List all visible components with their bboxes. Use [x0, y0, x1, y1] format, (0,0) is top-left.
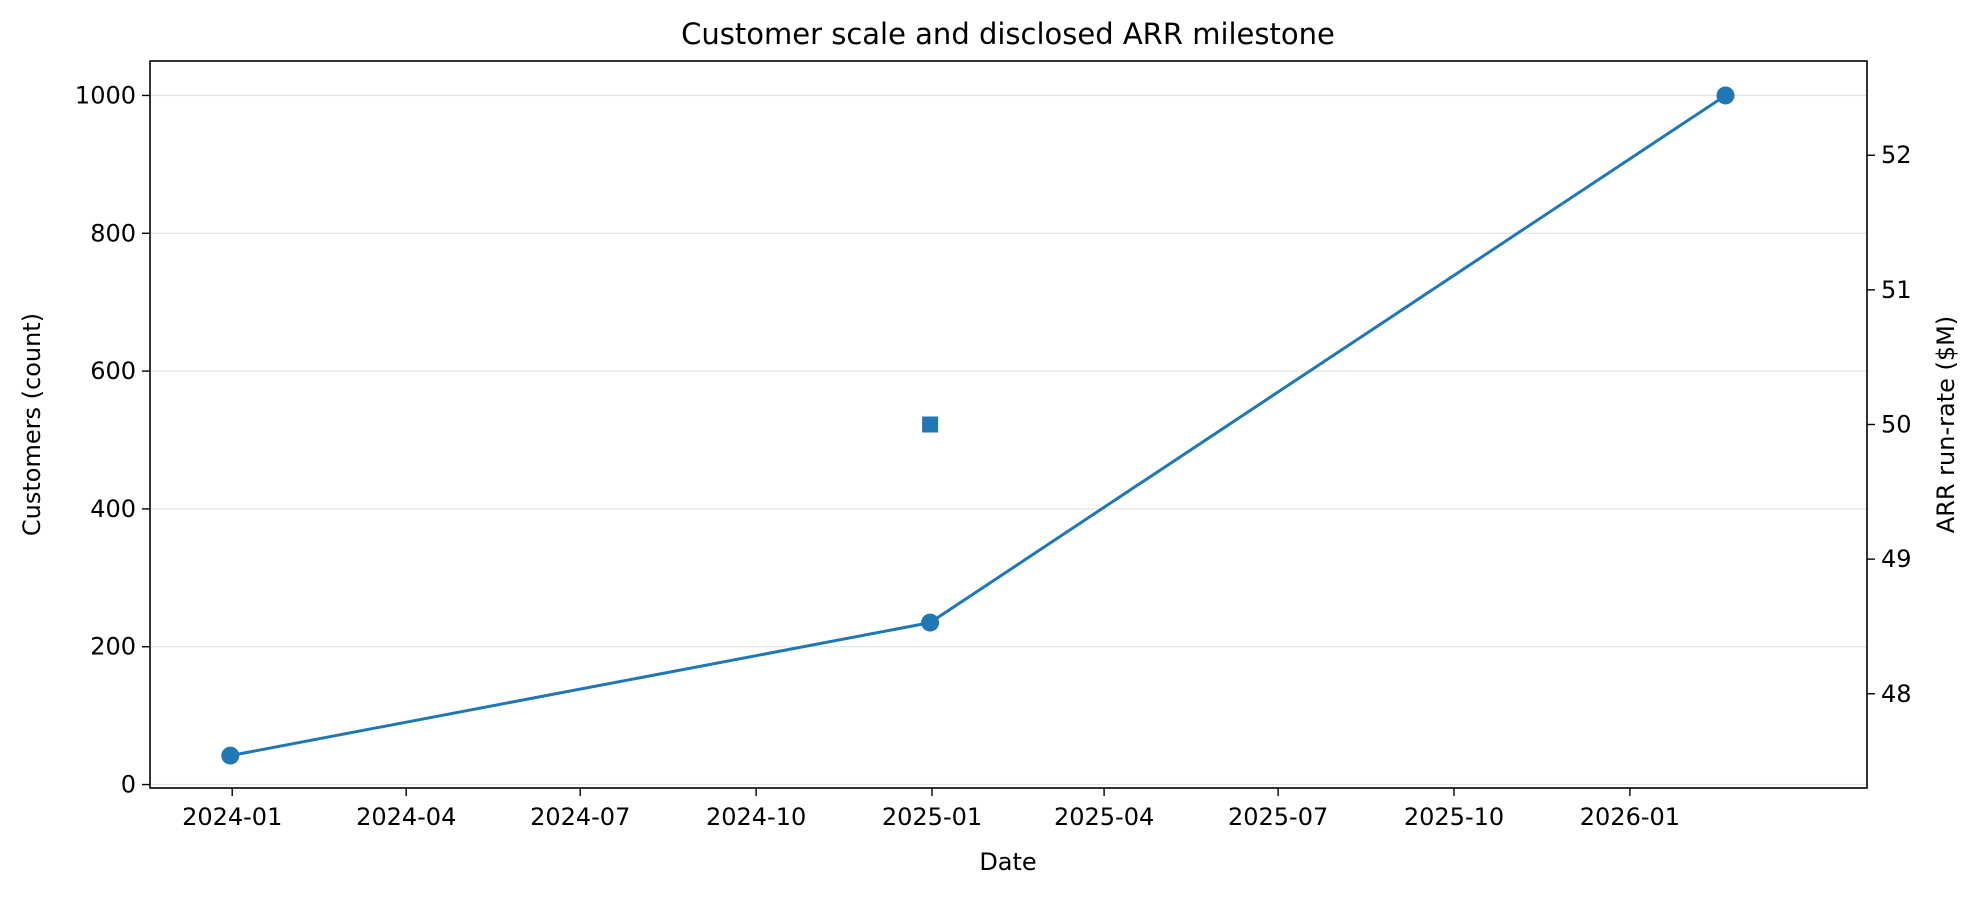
y-tick-label: 600 — [90, 357, 136, 385]
y-axis-right: 48 49 50 51 52 — [1867, 141, 1912, 708]
x-tick-label: 2024-07 — [530, 803, 630, 831]
x-tick-label: 2024-10 — [706, 803, 806, 831]
chart-title: Customer scale and disclosed ARR milesto… — [681, 17, 1335, 51]
x-tick-label: 2025-01 — [882, 803, 982, 831]
y-tick-label: 1000 — [75, 81, 136, 109]
y2-tick-label: 52 — [1881, 141, 1912, 169]
y2-tick-label: 48 — [1881, 680, 1912, 708]
y-tick-label: 400 — [90, 495, 136, 523]
y-tick-label: 0 — [121, 771, 136, 799]
x-axis: 2024-01 2024-04 2024-07 2024-10 2025-01 2025-… — [182, 788, 1680, 831]
x-tick-label: 2024-01 — [182, 803, 282, 831]
data-point — [921, 613, 940, 632]
x-tick-label: 2025-07 — [1228, 803, 1328, 831]
y-tick-label: 200 — [90, 633, 136, 661]
x-axis-label: Date — [979, 848, 1036, 876]
x-tick-label: 2024-04 — [356, 803, 456, 831]
y-axis-left: 0 200 400 600 800 1000 — [75, 81, 150, 799]
y2-axis-label: ARR run-rate ($M) — [1932, 316, 1960, 533]
y-axis-label: Customers (count) — [18, 313, 46, 536]
x-tick-label: 2025-04 — [1054, 803, 1154, 831]
y2-tick-label: 49 — [1881, 545, 1912, 573]
gridlines — [150, 94, 1867, 786]
series-line — [228, 93, 1728, 758]
y-tick-label: 800 — [90, 219, 136, 247]
y2-tick-label: 50 — [1881, 411, 1912, 439]
data-point — [221, 746, 240, 765]
plot-frame — [149, 60, 1868, 789]
data-point-square — [922, 416, 939, 433]
data-layer — [221, 86, 1735, 765]
y2-tick-label: 51 — [1881, 276, 1912, 304]
x-tick-label: 2026-01 — [1580, 803, 1680, 831]
data-point — [1716, 86, 1735, 105]
x-tick-label: 2025-10 — [1404, 803, 1504, 831]
